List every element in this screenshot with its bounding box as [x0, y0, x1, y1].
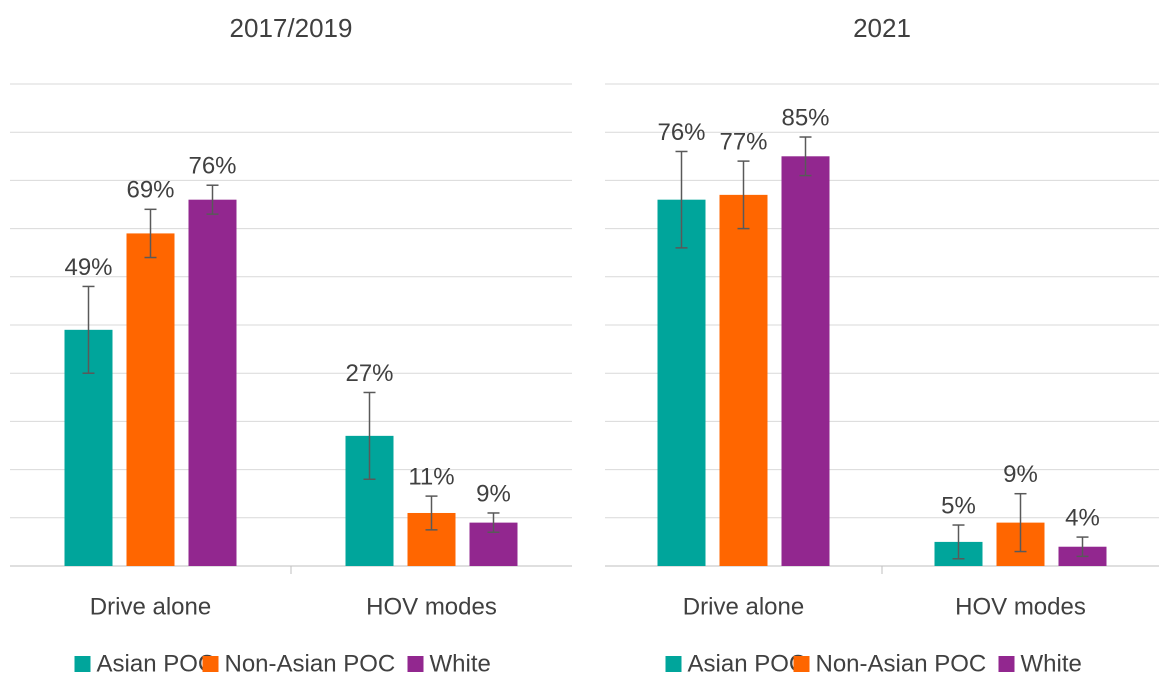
error-bar	[799, 136, 812, 177]
legend-label: White	[1021, 650, 1082, 677]
data-label: 85%	[781, 104, 829, 131]
legend-label: Non-Asian POC	[225, 650, 396, 677]
x-tick-label: Drive alone	[683, 593, 804, 620]
chart-title: 2021	[853, 13, 911, 43]
error-bar	[737, 160, 750, 230]
data-label: 76%	[188, 153, 236, 180]
bar	[719, 194, 768, 567]
legend-swatch	[793, 656, 810, 672]
error-bar	[487, 512, 500, 534]
data-label: 77%	[719, 128, 767, 155]
data-label: 5%	[941, 492, 976, 519]
bar	[657, 199, 706, 566]
chart-title: 2017/2019	[230, 13, 353, 43]
legend-label: White	[430, 650, 491, 677]
legend-swatch	[202, 656, 219, 672]
error-bar	[425, 495, 438, 531]
data-label: 9%	[476, 480, 511, 507]
legend-label: Non-Asian POC	[816, 650, 987, 677]
data-label: 9%	[1003, 461, 1038, 488]
data-label: 11%	[408, 463, 454, 490]
legend-swatch	[665, 656, 682, 672]
error-bar	[363, 391, 376, 480]
error-bar	[82, 285, 95, 374]
legend-label: Asian POC	[688, 650, 807, 677]
error-bar	[144, 208, 157, 259]
legend-swatch	[74, 656, 91, 672]
error-bar	[675, 150, 688, 249]
legend-swatch	[998, 656, 1015, 672]
x-tick-label: Drive alone	[90, 593, 211, 620]
x-tick-label: HOV modes	[366, 593, 497, 620]
data-label: 69%	[126, 177, 174, 204]
data-label: 27%	[345, 360, 393, 387]
error-bar	[206, 184, 219, 215]
data-label: 49%	[64, 254, 112, 281]
error-bar	[1076, 536, 1089, 558]
legend-label: Asian POC	[97, 650, 216, 677]
error-bar	[952, 524, 965, 560]
legend-swatch	[407, 656, 424, 672]
bar	[126, 233, 175, 567]
error-bar	[1014, 492, 1027, 553]
data-label: 4%	[1065, 504, 1100, 531]
data-label: 76%	[657, 119, 705, 146]
bar	[781, 156, 830, 567]
bar	[188, 199, 237, 566]
x-tick-label: HOV modes	[955, 593, 1086, 620]
